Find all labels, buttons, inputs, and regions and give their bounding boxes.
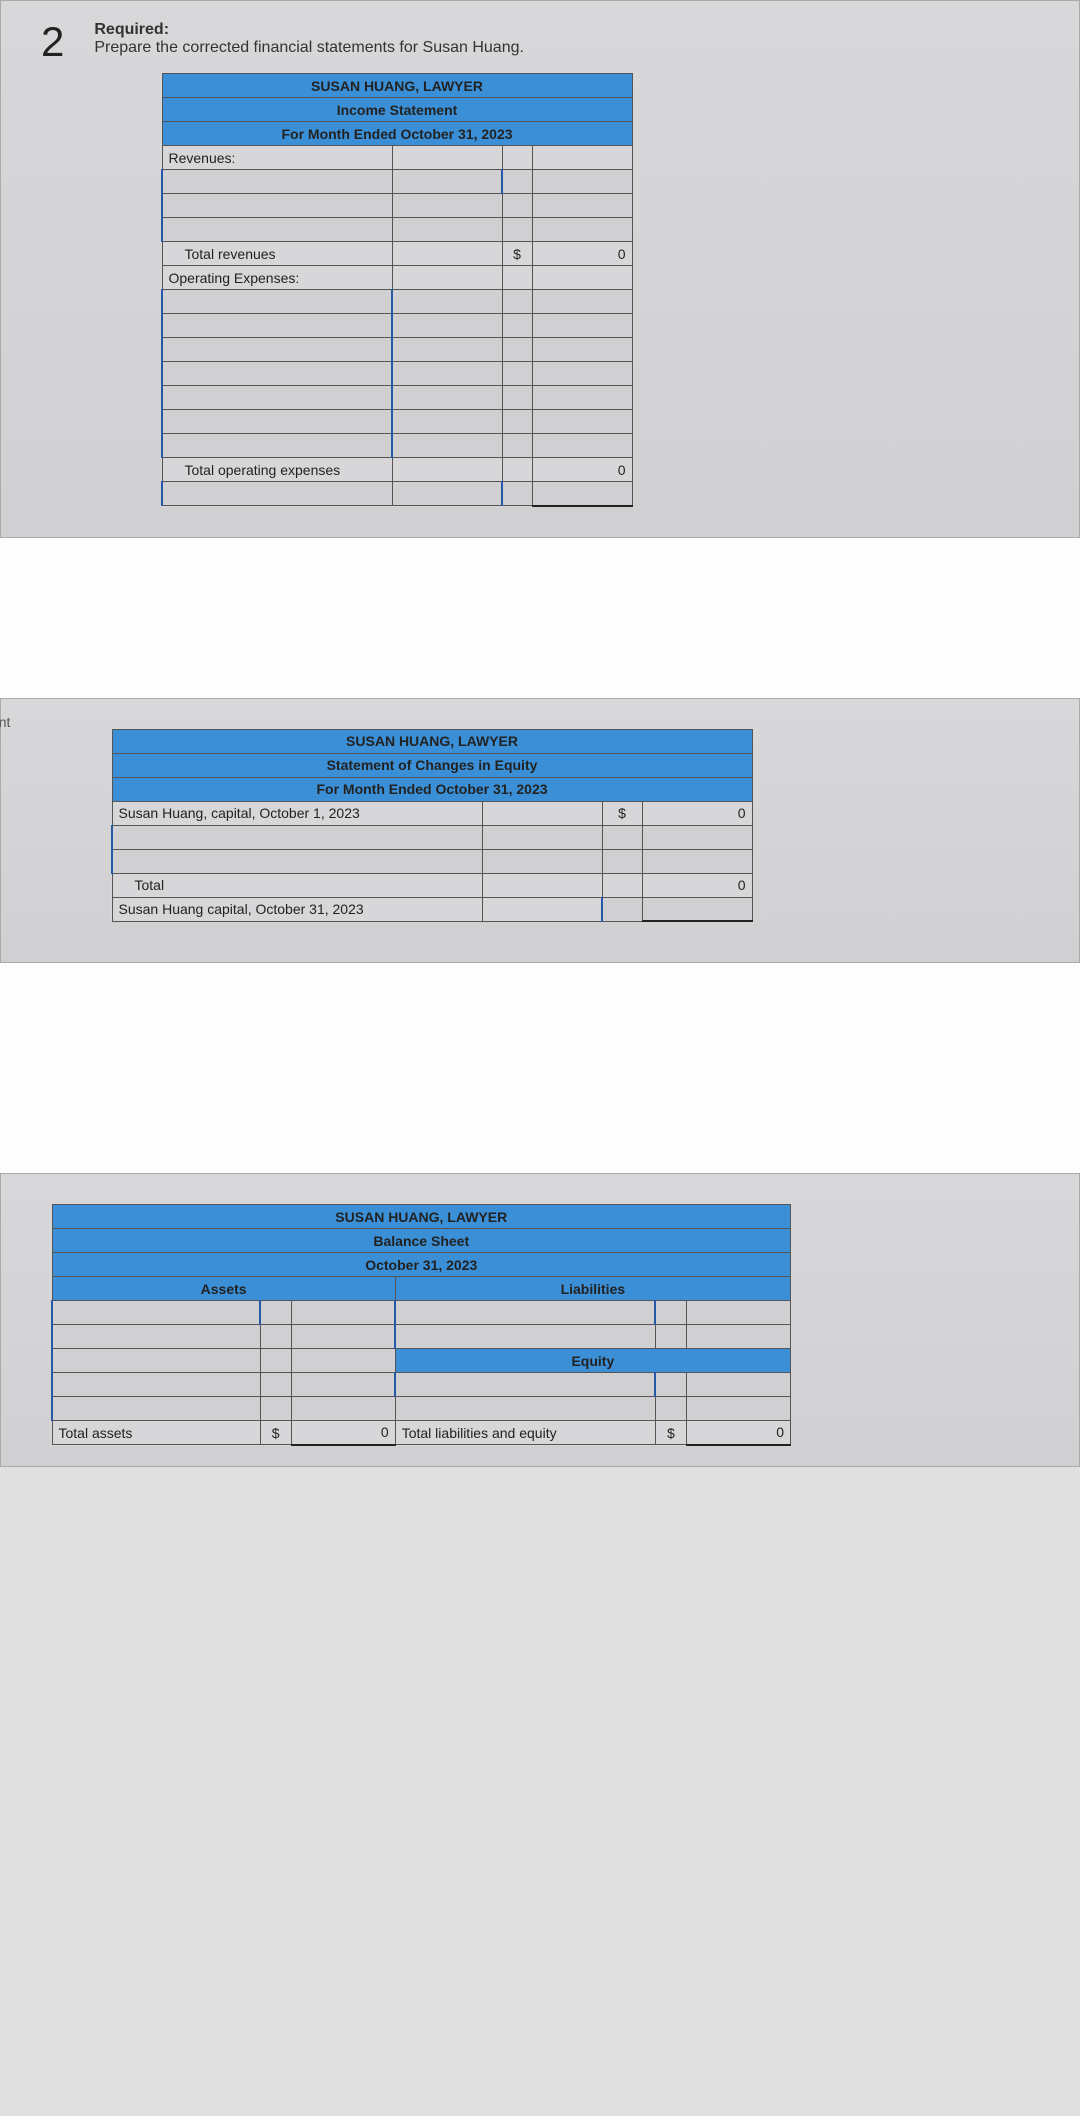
question-header: 2 Required: Prepare the corrected financ… [41,21,1039,63]
eq-total-val: 0 [642,873,752,897]
exp-line-6[interactable] [162,410,392,434]
eq-total-label: Total [112,873,482,897]
liabilities-header: Liabilities [395,1277,790,1301]
asset-line-5[interactable] [52,1397,260,1421]
exp-line-3[interactable] [162,338,392,362]
eq-opening-sym: $ [602,801,642,825]
total-revenues-sym: $ [502,242,532,266]
eq-closing: Susan Huang capital, October 31, 2023 [112,897,482,921]
liab-line-1[interactable] [395,1301,655,1325]
total-assets-val: 0 [291,1421,395,1445]
eq-period: For Month Ended October 31, 2023 [112,777,752,801]
revenues-label: Revenues: [162,146,392,170]
revenue-amt-1[interactable] [392,170,502,194]
total-liab-sym: $ [655,1421,686,1445]
revenue-line-2[interactable] [162,194,392,218]
asset-line-2[interactable] [52,1325,260,1349]
question-text: Required: Prepare the corrected financia… [94,21,524,57]
equity-header: Equity [395,1349,790,1373]
instruction-text: Prepare the corrected financial statemen… [94,39,524,56]
is-subtitle: Income Statement [162,98,632,122]
income-statement-table: SUSAN HUANG, LAWYER Income Statement For… [161,73,633,507]
total-liab-val: 0 [686,1421,790,1445]
balance-sheet-table: SUSAN HUANG, LAWYER Balance Sheet Octobe… [51,1204,791,1446]
total-op-exp-label: Total operating expenses [162,458,392,482]
exp-line-7[interactable] [162,434,392,458]
revenue-amt-3[interactable] [392,218,502,242]
total-liab-label: Total liabilities and equity [395,1421,655,1445]
question-number: 2 [41,21,64,63]
eq-title: SUSAN HUANG, LAWYER [112,729,752,753]
exp-line-1[interactable] [162,290,392,314]
gap-2 [0,963,1080,1173]
eq-subtitle: Statement of Changes in Equity [112,753,752,777]
liab-line-2[interactable] [395,1325,655,1349]
bs-title: SUSAN HUANG, LAWYER [52,1205,791,1229]
equity-table: SUSAN HUANG, LAWYER Statement of Changes… [111,729,753,923]
total-assets-label: Total assets [52,1421,260,1445]
exp-line-5[interactable] [162,386,392,410]
op-exp-label: Operating Expenses: [162,266,392,290]
total-revenues-val: 0 [532,242,632,266]
total-revenues-label: Total revenues [162,242,392,266]
total-op-exp-val: 0 [532,458,632,482]
is-period: For Month Ended October 31, 2023 [162,122,632,146]
equity-panel: rint SUSAN HUANG, LAWYER Statement of Ch… [0,698,1080,964]
net-line[interactable] [162,482,392,506]
required-label: Required: [94,21,169,38]
print-tab: rint [0,714,10,730]
equity-line-2[interactable] [395,1397,655,1421]
assets-header: Assets [52,1277,395,1301]
asset-line-4[interactable] [52,1373,260,1397]
revenue-amt-2[interactable] [392,194,502,218]
total-assets-sym: $ [260,1421,291,1445]
bs-period: October 31, 2023 [52,1253,791,1277]
exp-line-2[interactable] [162,314,392,338]
revenue-line-1[interactable] [162,170,392,194]
balance-sheet-panel: SUSAN HUANG, LAWYER Balance Sheet Octobe… [0,1173,1080,1467]
income-statement-panel: 2 Required: Prepare the corrected financ… [0,0,1080,538]
bs-subtitle: Balance Sheet [52,1229,791,1253]
eq-opening: Susan Huang, capital, October 1, 2023 [112,801,482,825]
eq-opening-val: 0 [642,801,752,825]
asset-line-3[interactable] [52,1349,260,1373]
exp-line-4[interactable] [162,362,392,386]
eq-line-2[interactable] [112,849,482,873]
revenue-line-3[interactable] [162,218,392,242]
eq-line-1[interactable] [112,825,482,849]
asset-line-1[interactable] [52,1301,260,1325]
gap-1 [0,538,1080,698]
is-title: SUSAN HUANG, LAWYER [162,74,632,98]
equity-line-1[interactable] [395,1373,655,1397]
